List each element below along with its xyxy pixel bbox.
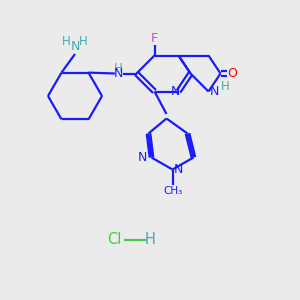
Text: N: N [70, 40, 80, 53]
Text: N: N [171, 85, 180, 98]
Text: F: F [151, 32, 158, 46]
Text: N: N [138, 151, 147, 164]
Text: H: H [220, 80, 229, 94]
Text: Cl: Cl [107, 232, 121, 247]
Text: CH₃: CH₃ [163, 185, 182, 196]
Text: H: H [114, 61, 123, 75]
Text: N: N [210, 85, 219, 98]
Text: H: H [145, 232, 155, 247]
Text: N: N [174, 163, 183, 176]
Text: H: H [62, 34, 71, 48]
Text: N: N [114, 67, 123, 80]
Text: H: H [79, 34, 88, 48]
Text: O: O [228, 67, 237, 80]
